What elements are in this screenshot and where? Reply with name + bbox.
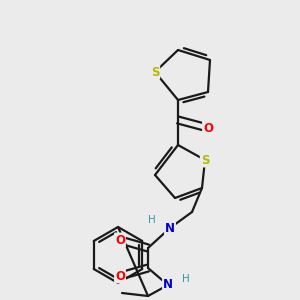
Text: S: S — [151, 65, 159, 79]
Text: O: O — [115, 269, 125, 283]
Text: N: N — [165, 221, 175, 235]
Text: O: O — [203, 122, 213, 134]
Text: S: S — [201, 154, 209, 166]
Text: H: H — [148, 215, 156, 225]
Text: N: N — [163, 278, 173, 292]
Text: H: H — [182, 274, 190, 284]
Text: O: O — [115, 233, 125, 247]
